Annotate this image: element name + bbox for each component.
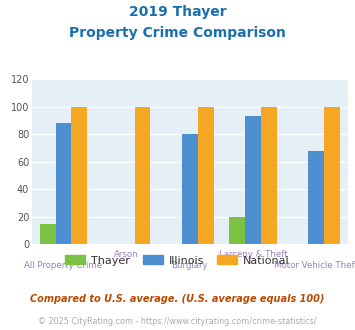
Bar [71,107,87,244]
Text: Arson: Arson [114,250,139,259]
Text: Larceny & Theft: Larceny & Theft [219,250,288,259]
Bar [308,151,324,244]
Bar [261,107,277,244]
Bar [324,107,340,244]
Bar [229,217,245,244]
Text: Motor Vehicle Theft: Motor Vehicle Theft [274,261,355,270]
Bar [135,107,151,244]
Bar [182,134,198,244]
Legend: Thayer, Illinois, National: Thayer, Illinois, National [61,251,294,270]
Text: Property Crime Comparison: Property Crime Comparison [69,26,286,40]
Bar [198,107,214,244]
Text: © 2025 CityRating.com - https://www.cityrating.com/crime-statistics/: © 2025 CityRating.com - https://www.city… [38,317,317,326]
Text: 2019 Thayer: 2019 Thayer [129,5,226,19]
Bar [56,123,71,244]
Bar [245,116,261,244]
Bar [40,224,56,244]
Text: Compared to U.S. average. (U.S. average equals 100): Compared to U.S. average. (U.S. average … [30,294,325,304]
Text: All Property Crime: All Property Crime [24,261,103,270]
Text: Burglary: Burglary [171,261,208,270]
